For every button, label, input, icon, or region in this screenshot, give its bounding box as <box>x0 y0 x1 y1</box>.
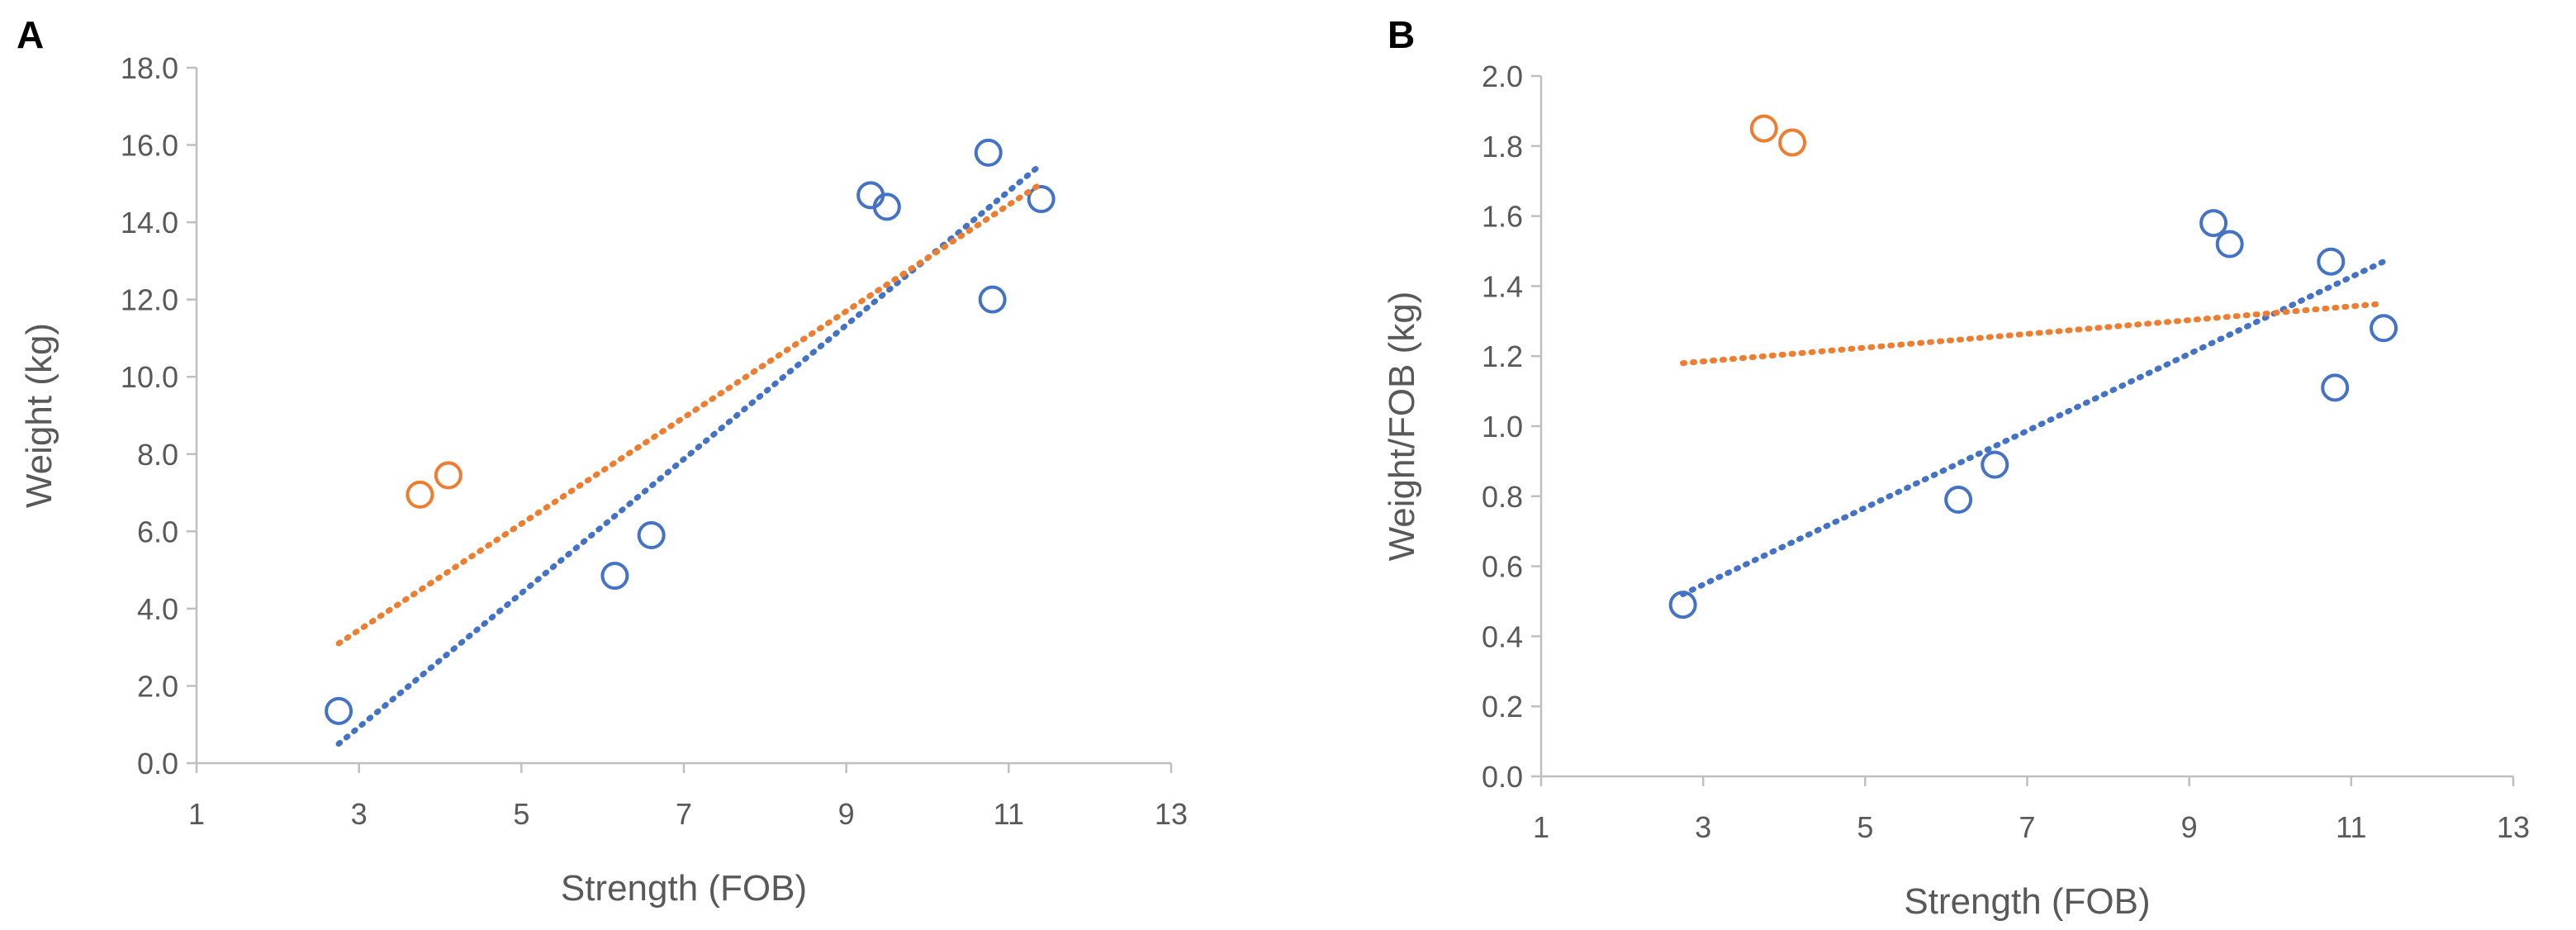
y-axis-title: Weight (kg) <box>19 323 59 508</box>
panel-b: B0.00.20.40.60.81.01.21.41.61.82.01 3 5 7 9 1… <box>1382 13 2530 922</box>
data-point-blue <box>2215 230 2244 259</box>
y-tick-label: 1.4 <box>1482 269 1523 303</box>
data-point-blue <box>978 285 1007 314</box>
y-tick-label: 8.0 <box>137 438 178 472</box>
data-point-blue <box>1027 185 1056 214</box>
x-tick-label: 7 <box>2019 810 2035 844</box>
y-tick-label: 1.2 <box>1482 339 1523 373</box>
x-tick-label: 5 <box>1857 810 1873 844</box>
x-tick-label: 5 <box>513 797 529 831</box>
x-tick-label: 9 <box>2181 810 2198 844</box>
x-tick-label: 1 <box>1533 810 1549 844</box>
data-point-blue <box>2370 314 2398 343</box>
y-tick-label: 2.0 <box>1482 59 1523 93</box>
y-tick-label: 0.4 <box>1482 619 1523 653</box>
data-point-orange <box>1778 128 1807 157</box>
y-tick-label: 0.0 <box>1482 760 1523 794</box>
data-point-blue <box>1944 486 1973 515</box>
x-tick-label: 3 <box>351 797 368 831</box>
data-point-blue <box>600 562 629 591</box>
x-tick-label: 9 <box>838 797 855 831</box>
y-tick-label: 1.6 <box>1482 200 1523 234</box>
x-tick-label: 3 <box>1695 810 1711 844</box>
trendline-blue <box>1680 259 2387 598</box>
data-point-blue <box>2321 373 2350 402</box>
data-point-blue <box>2317 247 2346 276</box>
panel-a: A0.02.04.06.08.010.012.014.016.018.01 3 5 7… <box>17 13 1188 909</box>
panel-label: A <box>17 13 44 56</box>
data-point-blue <box>637 521 666 550</box>
trendline-orange <box>1680 301 2387 367</box>
data-point-blue <box>1981 450 2009 479</box>
y-tick-label: 18.0 <box>121 51 178 85</box>
data-point-orange <box>406 480 434 509</box>
trendline-orange <box>335 180 1045 647</box>
data-point-blue <box>974 138 1003 167</box>
y-tick-label: 0.6 <box>1482 550 1523 584</box>
y-tick-label: 1.0 <box>1482 410 1523 444</box>
y-tick-label: 2.0 <box>137 669 178 703</box>
y-tick-label: 10.0 <box>121 360 178 394</box>
y-tick-label: 16.0 <box>121 129 178 163</box>
data-point-blue <box>325 696 353 725</box>
data-point-blue <box>1668 591 1697 619</box>
x-tick-label: 7 <box>676 797 692 831</box>
y-tick-label: 0.0 <box>137 747 178 781</box>
y-tick-label: 1.8 <box>1482 130 1523 164</box>
y-tick-label: 0.8 <box>1482 480 1523 514</box>
y-tick-label: 14.0 <box>121 206 178 240</box>
data-point-blue <box>872 192 901 221</box>
y-tick-label: 4.0 <box>137 592 178 626</box>
data-point-orange <box>434 461 463 490</box>
trendline-blue <box>335 161 1045 747</box>
x-tick-label: 13 <box>2497 810 2530 844</box>
y-tick-label: 6.0 <box>137 515 178 548</box>
y-axis-title: Weight/FOB (kg) <box>1382 292 1422 562</box>
x-tick-label: 11 <box>994 797 1024 831</box>
data-point-blue <box>2199 209 2228 238</box>
y-tick-label: 12.0 <box>121 283 178 317</box>
y-tick-label: 0.2 <box>1482 690 1523 724</box>
data-point-orange <box>1749 114 1778 143</box>
x-tick-label: 1 <box>188 797 205 831</box>
panel-label: B <box>1388 13 1415 56</box>
x-tick-label: 13 <box>1155 797 1188 831</box>
x-axis-title: Strength (FOB) <box>561 868 807 909</box>
x-tick-label: 11 <box>2336 810 2366 844</box>
x-axis-title: Strength (FOB) <box>1904 881 2150 922</box>
